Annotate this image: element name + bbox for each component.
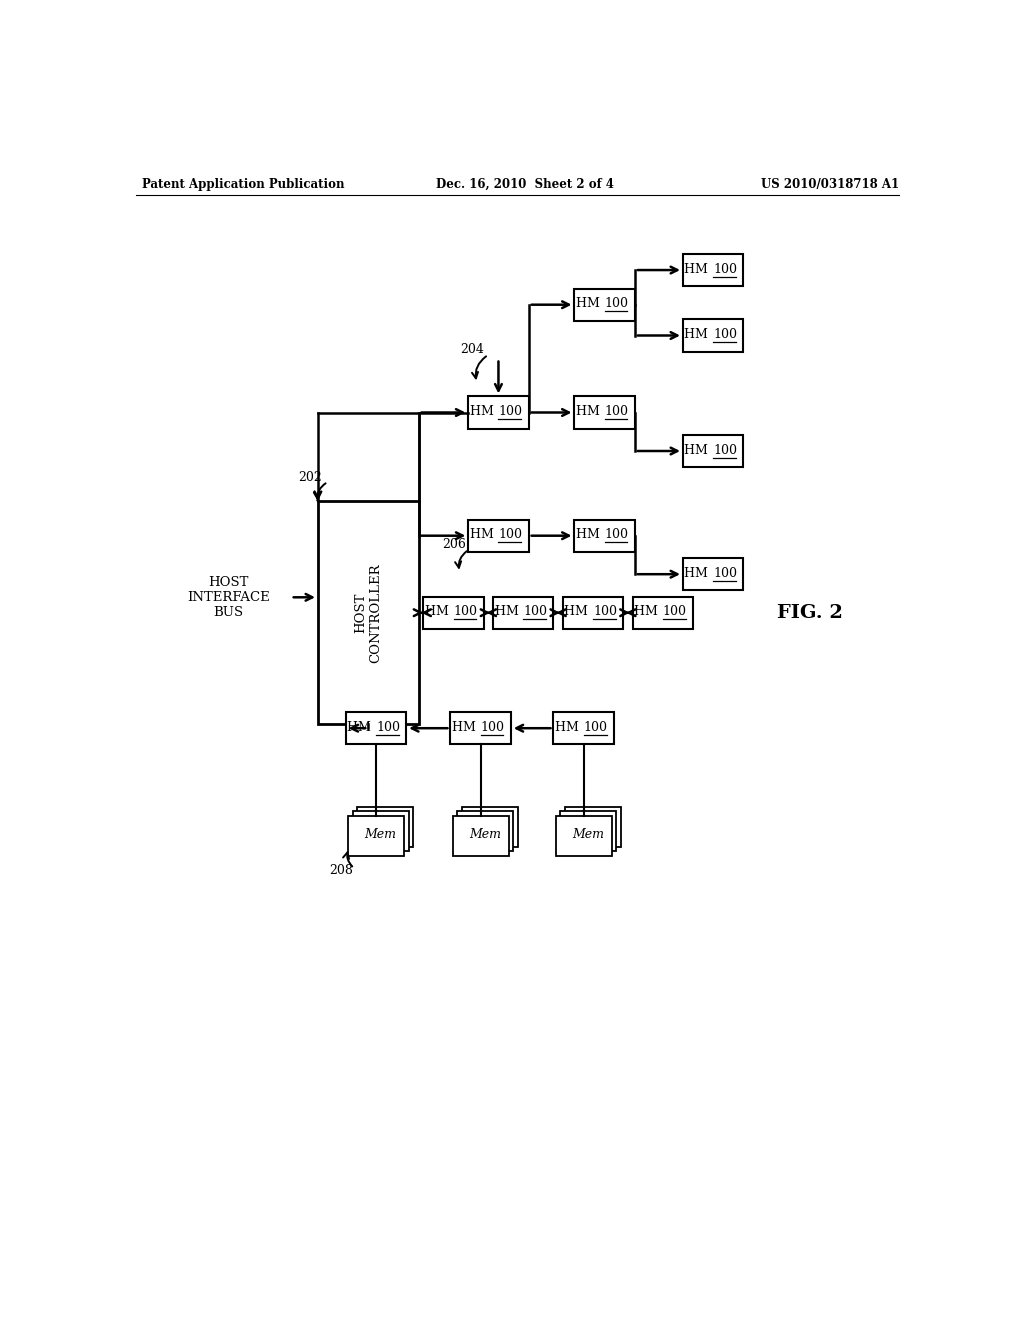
Bar [453,816,509,857]
Bar [556,816,611,857]
Text: HM: HM [470,405,498,418]
Text: 100: 100 [713,329,737,342]
Text: HM: HM [564,606,592,619]
Text: HM: HM [495,606,522,619]
Bar [563,597,624,628]
Bar [451,711,511,744]
Text: HM: HM [634,606,662,619]
Text: US 2010/0318718 A1: US 2010/0318718 A1 [761,178,899,190]
Text: HM: HM [684,263,713,276]
Text: 100: 100 [454,606,477,619]
Text: Mem: Mem [572,828,604,841]
Text: Patent Application Publication: Patent Application Publication [142,178,344,190]
Text: 204: 204 [460,343,483,356]
Text: HM: HM [555,721,583,734]
Text: 100: 100 [480,721,505,734]
Bar [574,396,635,429]
Text: HM: HM [575,405,604,418]
Text: 100: 100 [499,405,522,418]
Bar [683,434,743,467]
Text: 208: 208 [330,865,353,878]
Text: 100: 100 [604,405,629,418]
Bar [493,597,554,628]
Bar [633,597,693,628]
Text: HM: HM [425,606,453,619]
Text: 100: 100 [713,444,737,457]
Text: HOST
INTERFACE
BUS: HOST INTERFACE BUS [187,576,270,619]
Text: HM: HM [347,721,375,734]
Bar [683,558,743,590]
Bar [554,711,614,744]
Text: 100: 100 [523,606,547,619]
Text: 206: 206 [442,539,466,552]
Bar [683,253,743,286]
Bar [565,807,621,847]
Text: 100: 100 [376,721,400,734]
Text: HM: HM [452,721,480,734]
Bar [357,807,414,847]
Text: HM: HM [575,297,604,310]
Text: HM: HM [684,329,713,342]
Text: 100: 100 [499,528,522,541]
Text: FIG. 2: FIG. 2 [777,603,843,622]
Bar [560,812,616,851]
Bar [348,816,403,857]
Text: HM: HM [684,444,713,457]
Bar [352,812,409,851]
Text: 100: 100 [663,606,687,619]
Bar [468,396,528,429]
Text: 100: 100 [604,297,629,310]
Text: HM: HM [575,528,604,541]
Text: 100: 100 [593,606,617,619]
Text: 100: 100 [713,566,737,579]
Text: 100: 100 [713,263,737,276]
Bar [346,711,407,744]
Text: Mem: Mem [469,828,502,841]
Bar [683,319,743,351]
Text: HM: HM [470,528,498,541]
Bar [423,597,483,628]
Bar [468,520,528,552]
Text: Mem: Mem [365,828,396,841]
Bar [462,807,518,847]
Bar [574,520,635,552]
Bar [574,289,635,321]
Text: 100: 100 [584,721,607,734]
Text: Dec. 16, 2010  Sheet 2 of 4: Dec. 16, 2010 Sheet 2 of 4 [436,178,613,190]
Text: 202: 202 [299,471,323,484]
Bar [317,502,419,725]
Bar [458,812,513,851]
Text: HM: HM [684,566,713,579]
Text: HOST
CONTROLLER: HOST CONTROLLER [354,562,382,663]
Text: 100: 100 [604,528,629,541]
